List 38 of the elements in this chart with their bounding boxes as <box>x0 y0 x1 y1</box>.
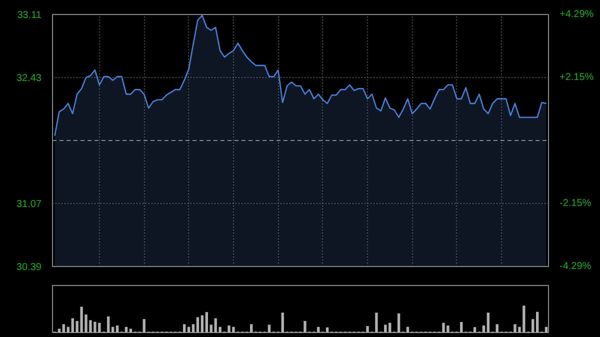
bar <box>58 328 61 332</box>
bar <box>544 326 548 332</box>
bar <box>111 326 114 332</box>
bar <box>107 316 110 332</box>
bar <box>250 324 253 332</box>
bar <box>388 322 392 332</box>
y2-tick-label: +4.29% <box>560 9 594 20</box>
bar <box>200 315 204 332</box>
bar <box>182 324 186 332</box>
bar <box>124 326 128 332</box>
bar <box>62 324 66 332</box>
y-tick-label: 30.39 <box>16 262 42 273</box>
bar <box>397 313 400 332</box>
bar <box>536 312 539 332</box>
bar <box>281 312 284 332</box>
bar <box>482 326 486 332</box>
bar <box>460 322 463 332</box>
bar <box>196 317 200 332</box>
bar <box>205 312 208 332</box>
bar <box>187 326 190 332</box>
bar <box>116 326 119 332</box>
y-tick-label: 32.43 <box>16 73 42 84</box>
bar <box>317 326 320 332</box>
y2-tick-label: -2.15% <box>560 198 592 210</box>
bar <box>406 326 410 332</box>
bar <box>532 319 534 332</box>
bar <box>486 312 490 332</box>
y2-tick-label: +2.15% <box>560 72 594 83</box>
y-tick-label: 33.11 <box>17 10 42 21</box>
bar <box>129 328 132 332</box>
y-tick-label: 31.07 <box>16 199 42 210</box>
y2-tick-label: -4.29% <box>560 261 592 272</box>
bar <box>210 324 212 332</box>
bar <box>192 324 195 332</box>
bar <box>473 327 476 332</box>
bar <box>268 324 271 332</box>
bar <box>326 327 329 332</box>
bar <box>66 326 70 332</box>
